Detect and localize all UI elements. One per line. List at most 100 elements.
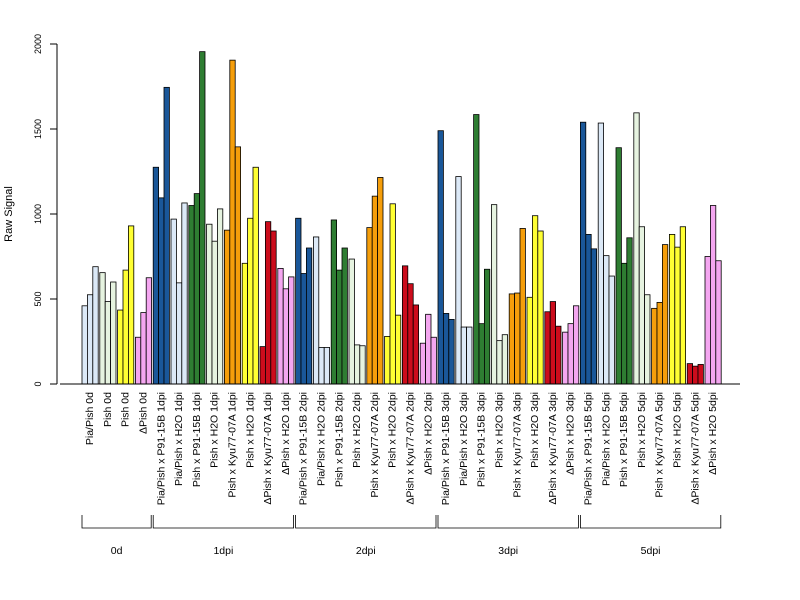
bar [282, 288, 290, 385]
category-label: ΔPish x H2O 1dpi [280, 392, 292, 475]
bar [633, 112, 640, 385]
bar [514, 292, 521, 385]
bar [644, 294, 651, 385]
category-label: ΔPish 0d [138, 392, 150, 434]
bar [170, 218, 177, 385]
bar [508, 293, 516, 385]
group-label: 3dpi [498, 545, 518, 557]
category-label: Pia/Pish x H2O 2dpi [316, 392, 328, 486]
bar [419, 342, 427, 385]
bar [573, 305, 580, 385]
bar [580, 121, 587, 385]
category-label: ΔPish x Kyu77-07A 5dpi [689, 392, 701, 505]
bar [264, 221, 272, 385]
y-tick-label: 0 [33, 381, 43, 386]
bar [537, 230, 544, 385]
bar [318, 347, 325, 385]
category-label: Pish 0d [102, 392, 114, 427]
group-bracket [580, 515, 722, 529]
y-tick-label: 1000 [33, 204, 43, 224]
category-label: Pia/Pish x P91-15B 3dpi [440, 392, 452, 505]
bar [425, 313, 432, 385]
group-label: 1dpi [213, 545, 233, 557]
bar [341, 247, 348, 385]
bar [348, 258, 355, 385]
bar [501, 334, 509, 385]
bar [122, 269, 129, 385]
bar [241, 262, 248, 385]
category-label: ΔPish x H2O 3dpi [565, 392, 577, 475]
category-label: Pish x H2O 5dpi [636, 392, 648, 468]
bar [532, 215, 539, 385]
bar [117, 309, 124, 385]
bar [175, 282, 183, 385]
bar [247, 217, 254, 385]
bar [99, 272, 106, 385]
bar [300, 273, 307, 385]
category-label: Pish x H2O 3dpi [529, 392, 541, 468]
y-tick-label: 1500 [33, 119, 43, 139]
bar [621, 262, 628, 385]
category-label: Pish x P91-15B 1dpi [191, 392, 203, 487]
bar [437, 130, 444, 385]
bar [544, 311, 551, 385]
bar [615, 147, 622, 385]
bar [401, 265, 409, 385]
bar [158, 197, 165, 385]
bar [229, 59, 236, 385]
y-tick-label: 500 [33, 291, 43, 306]
bar [336, 269, 343, 385]
bar [662, 244, 669, 385]
bar [692, 365, 699, 385]
bar [597, 122, 605, 385]
bar [110, 281, 117, 385]
bar [81, 305, 88, 385]
bar [277, 267, 284, 385]
bar [389, 203, 396, 385]
bar [638, 226, 646, 385]
bar [590, 248, 598, 385]
category-label: Pia/Pish x P91-15B 2dpi [298, 392, 310, 505]
group-bracket [81, 515, 152, 529]
bar [188, 205, 195, 385]
bar [651, 307, 658, 385]
bar [366, 227, 373, 385]
group-label: 0d [111, 545, 123, 557]
bar [526, 296, 533, 385]
bar [519, 228, 526, 385]
category-label: Pish x Kyu77-07A 2dpi [369, 392, 381, 498]
bar [359, 345, 366, 385]
bar [710, 205, 717, 385]
y-axis-title: Raw Signal [3, 186, 15, 242]
bar [312, 236, 320, 385]
bar [466, 326, 473, 385]
bar [323, 347, 331, 385]
bar [295, 217, 302, 385]
category-label: ΔPish x H2O 2dpi [422, 392, 434, 475]
bar [252, 166, 259, 385]
y-tick-label: 2000 [33, 34, 43, 54]
bar [330, 219, 338, 385]
bar [134, 336, 142, 385]
bar [490, 204, 498, 385]
category-labels: Pia/Pish 0d Pish 0d Pish 0d ΔPish 0d Pia/Pis… [84, 392, 719, 505]
category-label: ΔPish x Kyu77-07A 2dpi [405, 392, 417, 505]
bar [371, 195, 379, 385]
category-label: Pish x Kyu77-07A 1dpi [227, 392, 239, 498]
bar [377, 177, 384, 385]
bar [92, 266, 99, 385]
group-label: 5dpi [641, 545, 661, 557]
bar [483, 268, 491, 385]
category-label: Pish x Kyu77-07A 5dpi [654, 392, 666, 498]
bar [407, 283, 414, 385]
bar [442, 313, 450, 385]
bar [669, 233, 676, 385]
category-label: Pia/Pish x H2O 5dpi [600, 392, 612, 486]
category-label: Pia/Pish 0d [84, 392, 96, 445]
bar [216, 208, 224, 385]
bar [448, 318, 455, 385]
category-label: Pish x H2O 3dpi [494, 392, 506, 468]
bar [87, 294, 94, 385]
bar [430, 336, 437, 385]
